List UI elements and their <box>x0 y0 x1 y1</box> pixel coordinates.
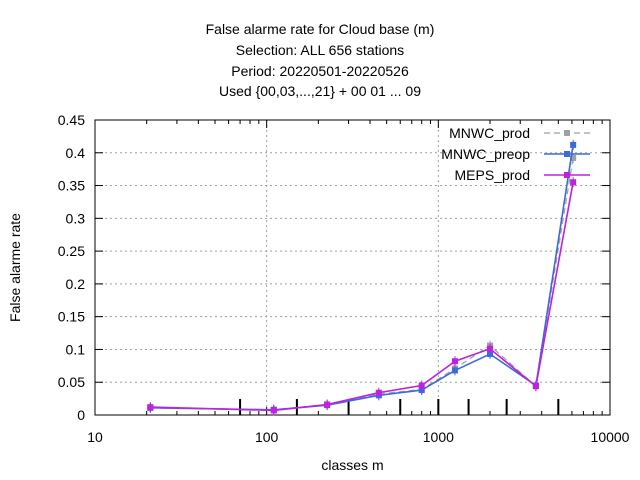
legend-marker <box>564 172 570 178</box>
title-line: Used {00,03,...,21} + 00 01 ... 09 <box>219 83 421 99</box>
y-tick-label: 0.35 <box>58 178 85 194</box>
grid <box>95 120 610 415</box>
plot-frame <box>94 119 611 416</box>
series-group <box>147 139 577 416</box>
title-line: Period: 20220501-20220526 <box>231 63 409 79</box>
x-tick-label: 1000 <box>423 429 454 445</box>
y-tick-label: 0.1 <box>66 341 86 357</box>
legend-label: MNWC_prod <box>449 125 530 141</box>
x-axis-label: classes m <box>321 457 383 473</box>
legend-marker <box>564 130 570 136</box>
plot-border <box>94 119 611 416</box>
y-tick-label: 0.4 <box>66 145 86 161</box>
y-tick-label: 0.2 <box>66 276 86 292</box>
axis-ticks: 0 0.05 0.1 0.15 0.2 0.25 0.3 0.35 0.4 0.45 10 100 10… <box>58 112 630 445</box>
y-tick-label: 0.15 <box>58 309 85 325</box>
y-tick-label: 0 <box>77 407 85 423</box>
series-line <box>150 144 574 411</box>
legend-label: MEPS_prod <box>455 167 530 183</box>
legend: MNWC_prod MNWC_preop MEPS_prod <box>441 125 590 183</box>
legend-label: MNWC_preop <box>441 146 530 162</box>
title-line: Selection: ALL 656 stations <box>235 42 405 58</box>
x-tick-label: 10 <box>87 429 103 445</box>
x-tick-label: 10000 <box>591 429 630 445</box>
legend-marker <box>564 151 570 157</box>
y-tick-label: 0.45 <box>58 112 85 128</box>
y-tick-label: 0.25 <box>58 243 85 259</box>
y-tick-label: 0.05 <box>58 374 85 390</box>
y-tick-label: 0.3 <box>66 210 86 226</box>
x-tick-label: 100 <box>255 429 279 445</box>
series-line <box>150 182 574 412</box>
title-line: False alarme rate for Cloud base (m) <box>205 21 435 37</box>
y-axis-label: False alarme rate <box>7 213 23 322</box>
class-markers <box>239 399 560 415</box>
